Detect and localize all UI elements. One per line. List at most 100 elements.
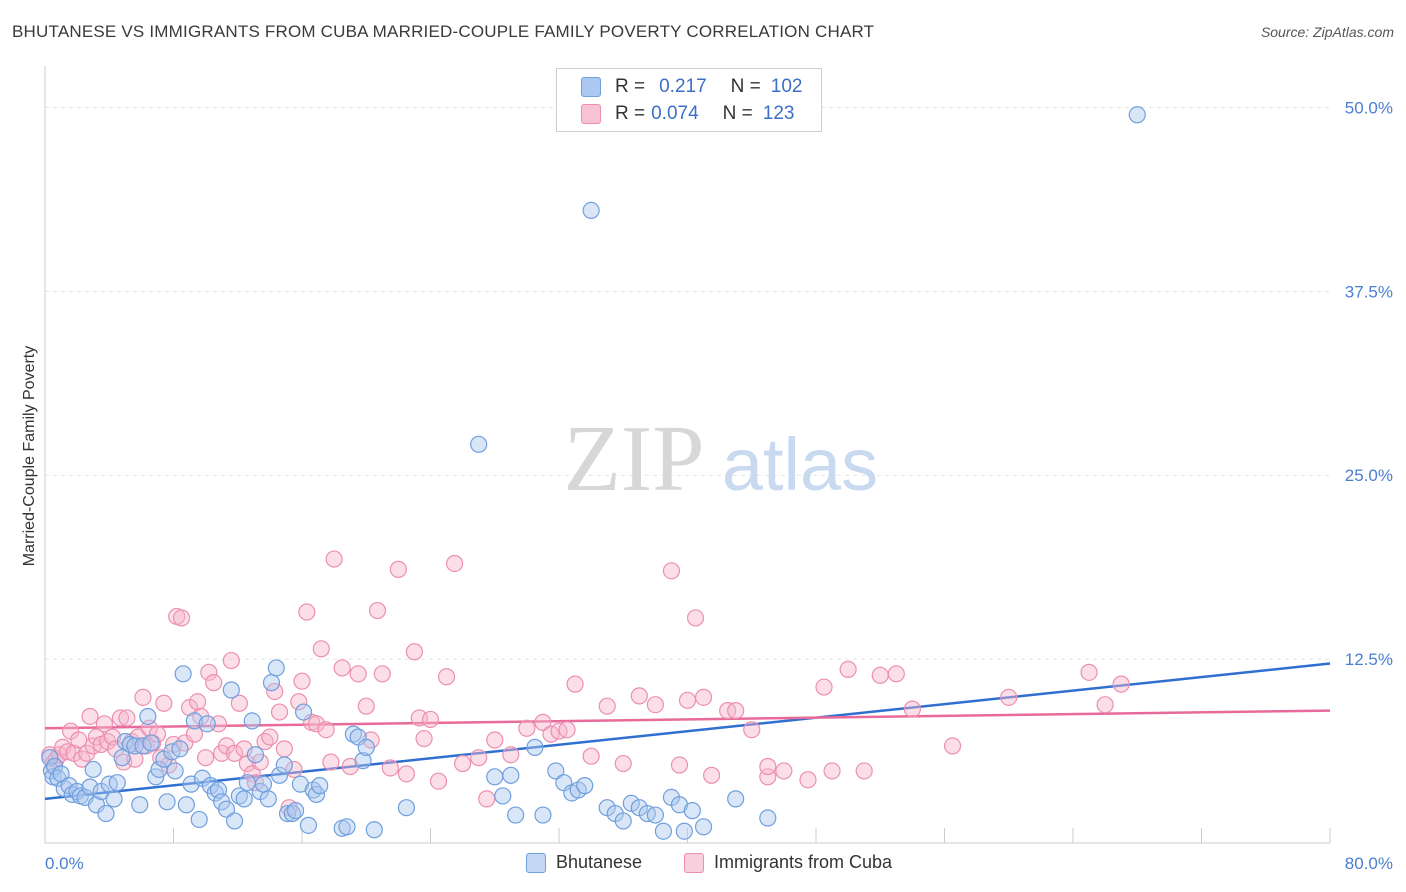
cuba-point — [325, 550, 343, 568]
bhutanese-point — [235, 790, 253, 808]
legend-label: Bhutanese — [556, 852, 643, 872]
cuba-point — [322, 753, 340, 771]
cuba-point — [415, 729, 433, 748]
y-tick-label: 12.5% — [1345, 650, 1393, 669]
cuba-point — [454, 754, 472, 773]
cuba-point — [839, 660, 857, 679]
bhutanese-point — [547, 762, 565, 780]
y-tick-label: 50.0% — [1345, 98, 1393, 117]
bhutanese-point — [534, 806, 552, 824]
bhutanese-point — [307, 785, 326, 804]
cuba-point — [197, 749, 215, 767]
r-label: R = — [615, 76, 646, 97]
bhutanese-point — [84, 760, 102, 779]
legend-row-cuba: R = 0.074 N = 123 — [581, 102, 794, 126]
tick-labels: 12.5% 25.0% 37.5% 50.0% 0.0% 80.0% — [45, 98, 1393, 873]
bhutanese-point — [190, 810, 208, 829]
cuba-point — [118, 709, 136, 727]
axes — [44, 66, 1331, 844]
n-value: 102 — [770, 76, 803, 97]
bhutanese-point — [486, 768, 504, 786]
bhutanese-point — [365, 821, 383, 839]
bhutanese-point — [354, 752, 372, 770]
cuba-point — [312, 640, 330, 658]
watermark-zip: ZIP — [564, 407, 705, 511]
cuba-point — [349, 665, 367, 683]
cuba-point — [445, 554, 464, 573]
r-label: R = — [615, 103, 646, 124]
cuba-point — [903, 700, 921, 718]
cuba-point — [290, 693, 308, 711]
cuba-point — [397, 765, 416, 783]
watermark: ZIP atlas — [564, 407, 879, 511]
cuba-point — [502, 746, 520, 764]
cuba-point — [148, 725, 167, 743]
bhutanese-point — [185, 712, 203, 730]
cuba-trendline — [44, 709, 1331, 730]
bhutanese-point — [295, 703, 313, 721]
cuba-point — [185, 725, 203, 743]
cuba-point — [823, 762, 841, 780]
n-label: N = — [722, 103, 753, 124]
cuba-point — [727, 701, 745, 720]
cuba-point — [188, 693, 207, 711]
bhutanese-point — [1128, 106, 1146, 124]
cuba-point — [243, 765, 261, 783]
blue-swatch — [526, 852, 546, 873]
bhutanese-point — [694, 818, 713, 836]
cuba-point — [373, 665, 391, 683]
bhutanese-point — [654, 822, 673, 840]
cuba-point — [405, 643, 424, 661]
cuba-point — [614, 754, 632, 773]
cuba-point — [1112, 675, 1130, 693]
cuba-point — [437, 668, 456, 686]
y-tick-label: 25.0% — [1345, 466, 1393, 485]
bhutanese-point — [230, 787, 248, 805]
cuba-points — [41, 550, 1130, 817]
r-value: 0.217 — [659, 76, 707, 97]
bhutanese-point — [270, 766, 289, 784]
bhutanese-point — [759, 809, 777, 827]
bhutanese-point — [344, 725, 362, 743]
watermark-atlas: atlas — [722, 423, 878, 506]
bhutanese-point — [262, 674, 281, 692]
cuba-point — [317, 721, 335, 739]
legend-item-cuba: Immigrants from Cuba — [684, 852, 892, 873]
n-label: N = — [730, 76, 761, 97]
cuba-point — [1080, 663, 1098, 681]
cuba-point — [357, 697, 375, 715]
source-credit: Source: ZipAtlas.com — [1260, 24, 1394, 40]
bhutanese-point — [357, 738, 375, 756]
cuba-point — [270, 703, 289, 721]
cuba-point — [694, 688, 713, 706]
bhutanese-trendline — [44, 662, 1331, 801]
bhutanese-point — [259, 790, 277, 808]
cuba-point — [200, 663, 218, 681]
bhutanese-point — [116, 732, 134, 751]
cuba-point — [205, 674, 223, 692]
blue-swatch — [581, 77, 601, 97]
cuba-point — [662, 562, 681, 580]
stats-legend: R = 0.217 N = 102 R = 0.074 N = 123 — [556, 68, 822, 132]
bhutanese-point — [108, 774, 126, 792]
bhutanese-point — [675, 822, 693, 840]
bhutanese-point — [171, 740, 189, 758]
cuba-point — [368, 601, 387, 620]
cuba-point — [111, 709, 130, 727]
cuba-point — [230, 694, 248, 712]
cuba-point — [686, 609, 705, 627]
bhutanese-point — [286, 802, 305, 820]
cuba-point — [670, 756, 689, 774]
cuba-point — [582, 747, 600, 765]
cuba-point — [871, 666, 889, 684]
pink-swatch — [684, 852, 704, 873]
cuba-point — [307, 715, 326, 733]
bhutanese-point — [275, 756, 293, 774]
cuba-point — [943, 737, 962, 755]
cuba-point — [743, 721, 761, 739]
cuba-point — [775, 762, 793, 780]
cuba-point — [702, 766, 721, 784]
bhutanese-point — [283, 804, 301, 823]
cuba-point — [1096, 696, 1114, 714]
